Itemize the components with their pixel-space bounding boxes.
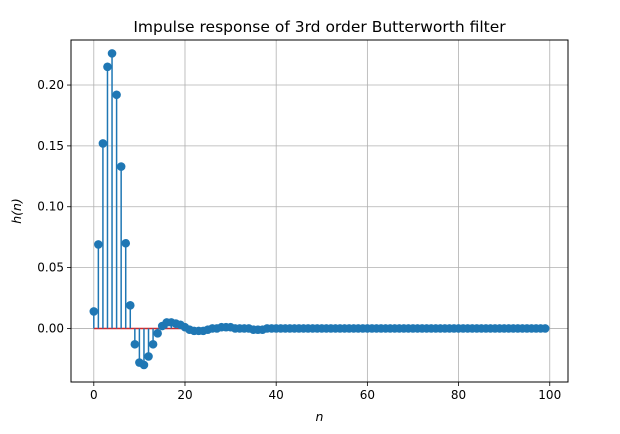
stem-marker bbox=[98, 139, 108, 148]
y-tick-label: 0.00 bbox=[37, 321, 64, 335]
stem-marker bbox=[103, 62, 112, 72]
stem-marker bbox=[153, 329, 162, 338]
x-ticks: 0 20 40 60 80 100 bbox=[90, 382, 561, 402]
stem-marker bbox=[94, 240, 103, 249]
x-tick-label: 20 bbox=[177, 388, 192, 402]
y-tick-label: 0.15 bbox=[37, 139, 64, 153]
stem-marker bbox=[148, 339, 158, 349]
y-axis-label: h(n) bbox=[9, 198, 24, 224]
y-tick-label: 0.20 bbox=[37, 78, 64, 92]
chart-title: Impulse response of 3rd order Butterwort… bbox=[133, 18, 506, 36]
stem-marker bbox=[89, 307, 99, 316]
x-tick-label: 0 bbox=[90, 388, 98, 402]
y-ticks: 0.00 0.05 0.10 0.15 0.20 bbox=[37, 78, 71, 335]
x-tick-label: 60 bbox=[360, 388, 375, 402]
y-tick-label: 0.05 bbox=[37, 261, 64, 275]
stem-marker bbox=[130, 339, 140, 349]
stem-marker bbox=[121, 238, 131, 248]
stem-marker bbox=[116, 162, 126, 171]
axes-frame bbox=[70, 39, 569, 383]
markers bbox=[89, 49, 550, 370]
x-tick-label: 80 bbox=[451, 388, 466, 402]
stem-marker bbox=[107, 49, 117, 58]
x-tick-label: 40 bbox=[269, 388, 284, 402]
stem-marker bbox=[540, 324, 550, 333]
stems bbox=[93, 53, 264, 365]
x-tick-label: 100 bbox=[538, 388, 561, 402]
stem-marker bbox=[125, 301, 135, 310]
stem-marker bbox=[144, 352, 153, 361]
x-axis-label: n bbox=[316, 409, 324, 424]
stem-marker bbox=[112, 90, 121, 100]
stem-marker bbox=[139, 360, 149, 370]
y-tick-label: 0.10 bbox=[37, 200, 64, 214]
